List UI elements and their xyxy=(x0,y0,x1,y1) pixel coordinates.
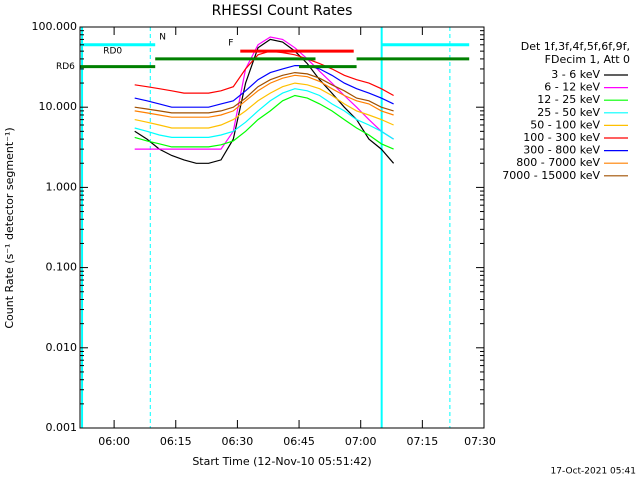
plot-frame xyxy=(79,26,485,429)
series-line xyxy=(134,36,394,150)
x-tick-label: 06:15 xyxy=(160,435,192,448)
flag-label: RD6 xyxy=(56,62,75,72)
legend-label: 6 - 12 keV xyxy=(544,81,600,94)
legend-label: 12 - 25 keV xyxy=(537,93,600,106)
x-tick-label: 07:00 xyxy=(345,435,377,448)
legend-label: 7000 - 15000 keV xyxy=(502,169,600,182)
footer: 17-Oct-2021 05:41 xyxy=(551,467,636,477)
y-tick-label: 1.000 xyxy=(46,180,78,193)
series-line xyxy=(134,74,394,118)
series-line xyxy=(134,38,395,164)
legend-label: 25 - 50 keV xyxy=(537,106,600,119)
y-tick-label: 0.010 xyxy=(46,341,78,354)
series-line xyxy=(134,82,394,129)
series-line xyxy=(134,94,394,150)
legend-header: FDecim 1, Att 0 xyxy=(545,53,630,66)
x-tick-label: 06:30 xyxy=(222,435,254,448)
series-line xyxy=(134,71,394,114)
y-tick-label: 100.000 xyxy=(32,20,78,33)
legend-label: 300 - 800 keV xyxy=(523,144,600,157)
legend-label: 100 - 300 keV xyxy=(523,131,600,144)
series-line xyxy=(134,64,394,108)
chart-title: RHESSI Count Rates xyxy=(212,3,353,19)
x-tick-label: 06:00 xyxy=(98,435,130,448)
x-tick-label: 07:30 xyxy=(464,435,496,448)
x-axis-label: Start Time (12-Nov-10 05:51:42) xyxy=(192,455,371,468)
legend-header: Det 1f,3f,4f,5f,6f,9f, xyxy=(521,40,630,53)
series-line xyxy=(134,50,394,97)
x-tick-label: 06:45 xyxy=(283,435,315,448)
x-tick-label: 07:15 xyxy=(407,435,439,448)
y-axis-label: Count Rate (s⁻¹ detector segment⁻¹) xyxy=(3,127,16,328)
legend-label: 3 - 6 keV xyxy=(551,68,600,81)
legend-label: 800 - 7000 keV xyxy=(516,156,600,169)
y-tick-label: 10.000 xyxy=(39,100,78,113)
legend-label: 50 - 100 keV xyxy=(530,118,600,131)
flag-label: RD0 xyxy=(103,46,122,56)
flag-label: F xyxy=(228,39,233,49)
y-tick-label: 0.001 xyxy=(46,421,78,434)
flag-label: N xyxy=(159,32,166,42)
series-line xyxy=(134,88,394,140)
y-tick-label: 0.100 xyxy=(46,261,78,274)
